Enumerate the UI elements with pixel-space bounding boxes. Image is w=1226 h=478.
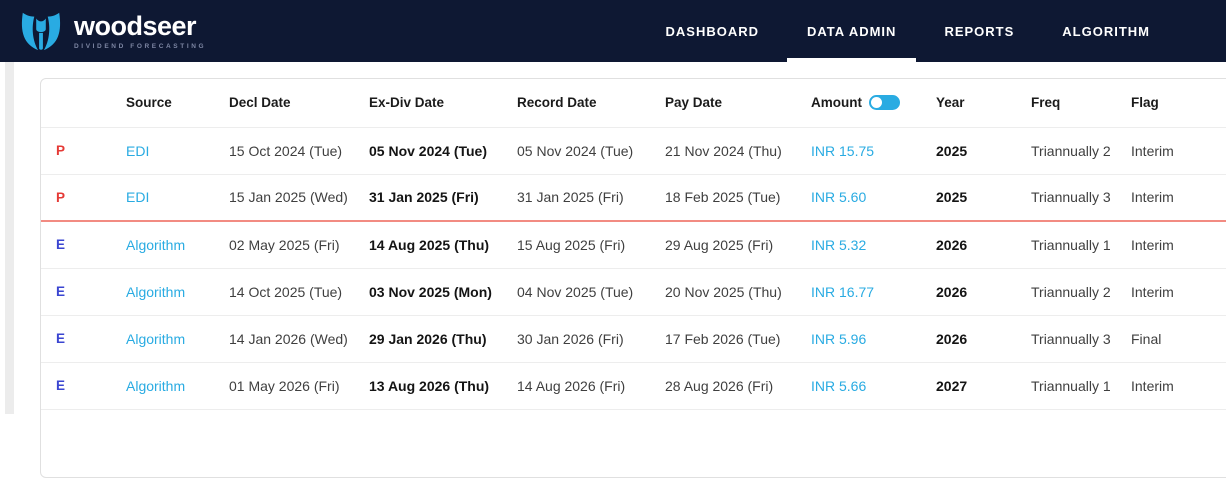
cell-year: 2026 <box>936 221 1031 268</box>
cell-pay-date: 21 Nov 2024 (Thu) <box>665 127 811 174</box>
cell-record-date: 04 Nov 2025 (Tue) <box>517 268 665 315</box>
table-header-row: Source Decl Date Ex-Div Date Record Date… <box>41 79 1226 127</box>
cell-pay-date: 28 Aug 2026 (Fri) <box>665 362 811 409</box>
cell-flag: Interim <box>1131 362 1226 409</box>
cell-source[interactable]: EDI <box>126 174 229 221</box>
woodseer-tulip-icon <box>18 8 64 54</box>
col-ex-div-date-header: Ex-Div Date <box>369 79 517 127</box>
cell-pay-date: 17 Feb 2026 (Tue) <box>665 315 811 362</box>
cell-source[interactable]: Algorithm <box>126 315 229 362</box>
main-nav: DASHBOARD DATA ADMIN REPORTS ALGORITHM <box>642 0 1226 62</box>
cell-flag: Final <box>1131 315 1226 362</box>
col-amount-header: Amount <box>811 79 936 127</box>
brand-tagline: DIVIDEND FORECASTING <box>74 43 206 50</box>
cell-pay-date: 18 Feb 2025 (Tue) <box>665 174 811 221</box>
row-indicator: P <box>41 127 126 174</box>
col-pay-date-header: Pay Date <box>665 79 811 127</box>
amount-toggle-knob <box>871 97 882 108</box>
cell-freq: Triannually 2 <box>1031 127 1131 174</box>
cell-amount[interactable]: INR 5.96 <box>811 315 936 362</box>
cell-decl-date: 01 May 2026 (Fri) <box>229 362 369 409</box>
vertical-scrollbar[interactable] <box>5 62 14 414</box>
row-indicator: E <box>41 221 126 268</box>
cell-ex-div-date: 03 Nov 2025 (Mon) <box>369 268 517 315</box>
cell-pay-date: 29 Aug 2025 (Fri) <box>665 221 811 268</box>
cell-freq: Triannually 1 <box>1031 362 1131 409</box>
cell-decl-date: 14 Jan 2026 (Wed) <box>229 315 369 362</box>
cell-ex-div-date: 31 Jan 2025 (Fri) <box>369 174 517 221</box>
cell-flag: Interim <box>1131 221 1226 268</box>
cell-source[interactable]: Algorithm <box>126 268 229 315</box>
cell-ex-div-date: 05 Nov 2024 (Tue) <box>369 127 517 174</box>
cell-freq: Triannually 1 <box>1031 221 1131 268</box>
cell-flag: Interim <box>1131 268 1226 315</box>
table-row[interactable]: E Algorithm 02 May 2025 (Fri) 14 Aug 202… <box>41 221 1226 268</box>
table-row[interactable]: P EDI 15 Jan 2025 (Wed) 31 Jan 2025 (Fri… <box>41 174 1226 221</box>
cell-decl-date: 14 Oct 2025 (Tue) <box>229 268 369 315</box>
cell-pay-date: 20 Nov 2025 (Thu) <box>665 268 811 315</box>
row-indicator: E <box>41 315 126 362</box>
cell-source[interactable]: Algorithm <box>126 362 229 409</box>
table-row[interactable]: E Algorithm 14 Jan 2026 (Wed) 29 Jan 202… <box>41 315 1226 362</box>
cell-flag: Interim <box>1131 174 1226 221</box>
nav-item-algorithm[interactable]: ALGORITHM <box>1038 0 1174 62</box>
col-flag-header: Flag <box>1131 79 1226 127</box>
cell-freq: Triannually 3 <box>1031 315 1131 362</box>
cell-year: 2025 <box>936 174 1031 221</box>
cell-decl-date: 02 May 2025 (Fri) <box>229 221 369 268</box>
dividends-table: Source Decl Date Ex-Div Date Record Date… <box>41 79 1226 410</box>
row-indicator: E <box>41 362 126 409</box>
amount-header-label: Amount <box>811 95 862 110</box>
table-row[interactable]: E Algorithm 14 Oct 2025 (Tue) 03 Nov 202… <box>41 268 1226 315</box>
cell-year: 2025 <box>936 127 1031 174</box>
cell-year: 2026 <box>936 315 1031 362</box>
cell-record-date: 31 Jan 2025 (Fri) <box>517 174 665 221</box>
table-row[interactable]: E Algorithm 01 May 2026 (Fri) 13 Aug 202… <box>41 362 1226 409</box>
cell-year: 2027 <box>936 362 1031 409</box>
nav-item-dashboard[interactable]: DASHBOARD <box>642 0 784 62</box>
col-record-date-header: Record Date <box>517 79 665 127</box>
col-decl-date-header: Decl Date <box>229 79 369 127</box>
col-year-header: Year <box>936 79 1031 127</box>
cell-ex-div-date: 13 Aug 2026 (Thu) <box>369 362 517 409</box>
cell-decl-date: 15 Jan 2025 (Wed) <box>229 174 369 221</box>
cell-freq: Triannually 3 <box>1031 174 1131 221</box>
dividends-table-card: Source Decl Date Ex-Div Date Record Date… <box>40 78 1226 478</box>
cell-decl-date: 15 Oct 2024 (Tue) <box>229 127 369 174</box>
brand-text: woodseer DIVIDEND FORECASTING <box>74 13 206 50</box>
cell-record-date: 15 Aug 2025 (Fri) <box>517 221 665 268</box>
col-source-header: Source <box>126 79 229 127</box>
app-header: woodseer DIVIDEND FORECASTING DASHBOARD … <box>0 0 1226 62</box>
amount-toggle[interactable] <box>869 95 900 110</box>
col-freq-header: Freq <box>1031 79 1131 127</box>
cell-year: 2026 <box>936 268 1031 315</box>
cell-record-date: 05 Nov 2024 (Tue) <box>517 127 665 174</box>
cell-source[interactable]: Algorithm <box>126 221 229 268</box>
table-row[interactable]: P EDI 15 Oct 2024 (Tue) 05 Nov 2024 (Tue… <box>41 127 1226 174</box>
cell-ex-div-date: 14 Aug 2025 (Thu) <box>369 221 517 268</box>
row-indicator: E <box>41 268 126 315</box>
cell-record-date: 14 Aug 2026 (Fri) <box>517 362 665 409</box>
nav-item-reports[interactable]: REPORTS <box>920 0 1038 62</box>
nav-item-data-admin[interactable]: DATA ADMIN <box>783 0 920 62</box>
cell-source[interactable]: EDI <box>126 127 229 174</box>
cell-freq: Triannually 2 <box>1031 268 1131 315</box>
cell-flag: Interim <box>1131 127 1226 174</box>
cell-amount[interactable]: INR 15.75 <box>811 127 936 174</box>
cell-record-date: 30 Jan 2026 (Fri) <box>517 315 665 362</box>
cell-amount[interactable]: INR 5.66 <box>811 362 936 409</box>
col-indicator-header <box>41 79 126 127</box>
cell-amount[interactable]: INR 5.32 <box>811 221 936 268</box>
row-indicator: P <box>41 174 126 221</box>
brand-logo[interactable]: woodseer DIVIDEND FORECASTING <box>0 8 206 54</box>
cell-amount[interactable]: INR 5.60 <box>811 174 936 221</box>
cell-ex-div-date: 29 Jan 2026 (Thu) <box>369 315 517 362</box>
cell-amount[interactable]: INR 16.77 <box>811 268 936 315</box>
brand-name: woodseer <box>74 13 206 40</box>
